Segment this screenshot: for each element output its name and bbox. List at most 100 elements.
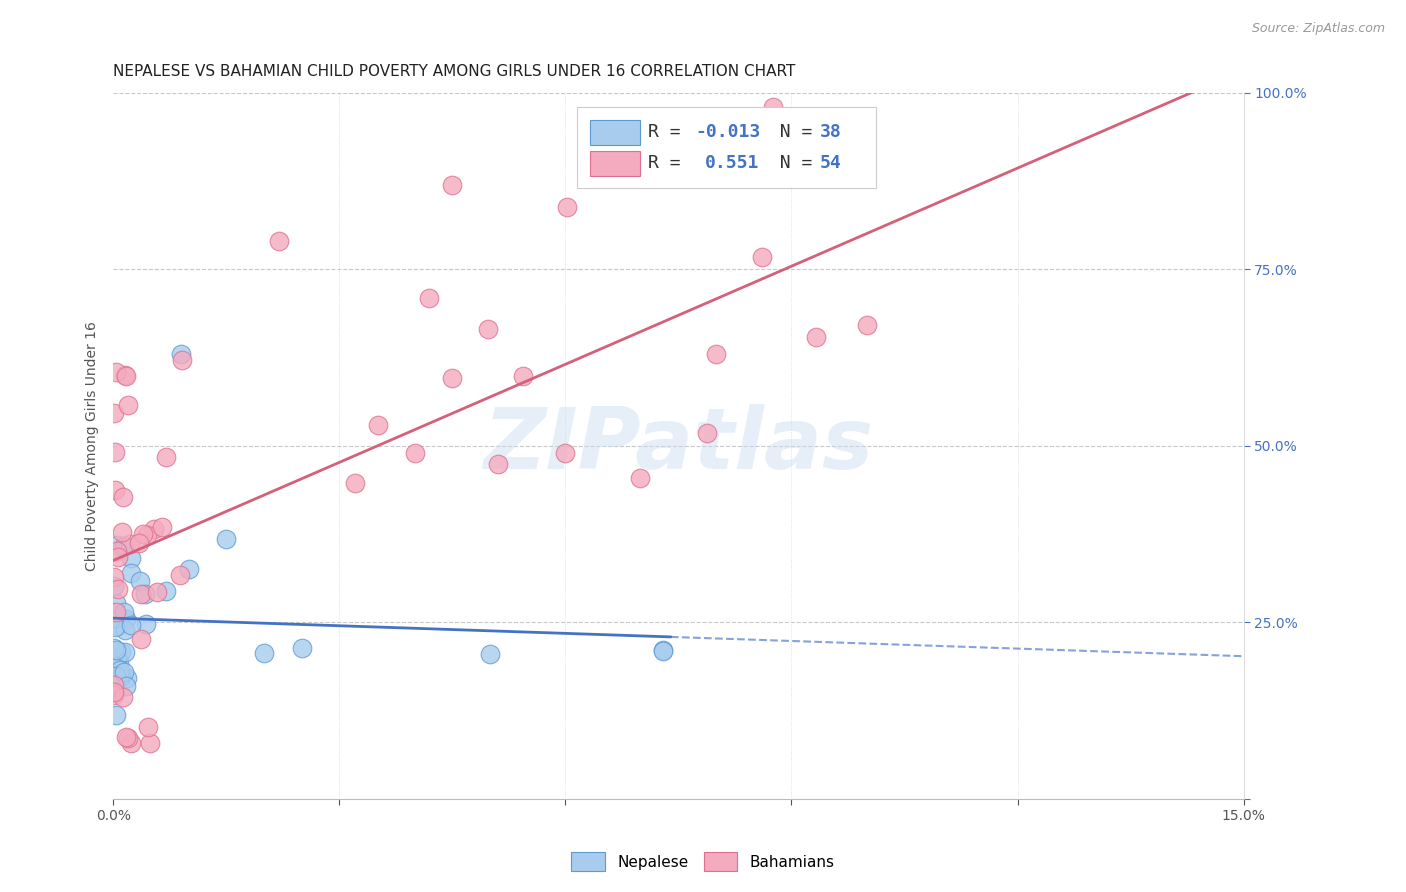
Point (751, 250, 773, 264)
Text: 54: 54 (820, 154, 841, 172)
Legend: Nepalese, Bahamians: Nepalese, Bahamians (565, 847, 841, 877)
Point (120, 537, 142, 551)
Text: -0.013: -0.013 (696, 123, 761, 141)
Point (104, 483, 127, 497)
Point (104, 605, 127, 619)
Point (120, 566, 142, 580)
Text: Source: ZipAtlas.com: Source: ZipAtlas.com (1251, 22, 1385, 36)
Point (117, 671, 139, 685)
Point (103, 678, 125, 692)
Point (486, 457, 509, 471)
Point (108, 656, 131, 670)
Point (855, 318, 877, 332)
Point (105, 538, 128, 552)
Point (107, 582, 129, 596)
Point (132, 527, 155, 541)
Point (761, 100, 783, 114)
Point (117, 398, 139, 412)
Point (128, 536, 150, 550)
Point (131, 587, 153, 601)
Point (120, 735, 142, 749)
Point (112, 690, 135, 704)
Point (105, 544, 128, 558)
Y-axis label: Child Poverty Among Girls Under 16: Child Poverty Among Girls Under 16 (86, 321, 100, 571)
Point (104, 620, 127, 634)
Point (135, 617, 157, 632)
Point (136, 720, 159, 734)
Point (105, 610, 128, 624)
Text: R =: R = (648, 123, 692, 141)
Point (114, 644, 136, 658)
Text: NEPALESE VS BAHAMIAN CHILD POVERTY AMONG GIRLS UNDER 16 CORRELATION CHART: NEPALESE VS BAHAMIAN CHILD POVERTY AMONG… (114, 64, 796, 79)
Text: ZIPatlas: ZIPatlas (484, 404, 873, 487)
Point (170, 347, 193, 361)
Point (267, 234, 290, 248)
Point (512, 369, 534, 384)
Point (103, 640, 125, 655)
Point (110, 645, 132, 659)
Point (155, 584, 177, 599)
Point (103, 578, 125, 592)
Point (344, 476, 367, 491)
Point (441, 178, 464, 192)
Point (117, 731, 139, 745)
Point (114, 623, 136, 637)
Point (103, 407, 125, 421)
Point (652, 642, 675, 657)
Point (135, 527, 157, 541)
Point (554, 446, 576, 460)
Point (104, 444, 127, 458)
Point (105, 597, 128, 611)
FancyBboxPatch shape (591, 151, 640, 176)
Point (112, 665, 135, 679)
Point (652, 644, 675, 658)
Point (215, 532, 238, 546)
Point (115, 730, 138, 744)
Point (131, 632, 153, 646)
Point (253, 646, 276, 660)
Point (291, 641, 314, 656)
Point (105, 651, 128, 665)
Point (120, 618, 142, 632)
Point (557, 200, 579, 214)
Point (105, 669, 128, 683)
Point (120, 551, 142, 566)
Point (146, 585, 169, 599)
Text: N =: N = (758, 154, 823, 172)
Point (139, 735, 162, 749)
Point (114, 679, 136, 693)
Point (177, 562, 200, 576)
Point (169, 567, 191, 582)
Point (103, 688, 125, 702)
Point (104, 707, 127, 722)
Point (172, 352, 194, 367)
Point (104, 643, 127, 657)
Point (110, 663, 132, 677)
Point (404, 446, 426, 460)
Point (103, 685, 125, 699)
Point (105, 365, 128, 379)
Text: 0.551: 0.551 (704, 154, 759, 172)
Point (418, 291, 440, 305)
Point (134, 586, 156, 600)
Point (112, 605, 135, 619)
Point (112, 539, 135, 553)
Point (107, 549, 129, 564)
Point (155, 450, 177, 464)
Point (806, 329, 828, 343)
Point (150, 520, 173, 534)
Point (143, 522, 166, 536)
Point (111, 525, 134, 540)
Text: 38: 38 (820, 123, 841, 141)
Point (704, 347, 727, 361)
Point (103, 570, 125, 584)
FancyBboxPatch shape (576, 107, 876, 188)
Point (367, 417, 389, 432)
Point (628, 470, 651, 484)
Point (479, 647, 502, 661)
Point (696, 426, 718, 441)
Point (115, 612, 138, 626)
Point (105, 618, 128, 632)
Point (112, 490, 135, 504)
Point (441, 371, 464, 385)
